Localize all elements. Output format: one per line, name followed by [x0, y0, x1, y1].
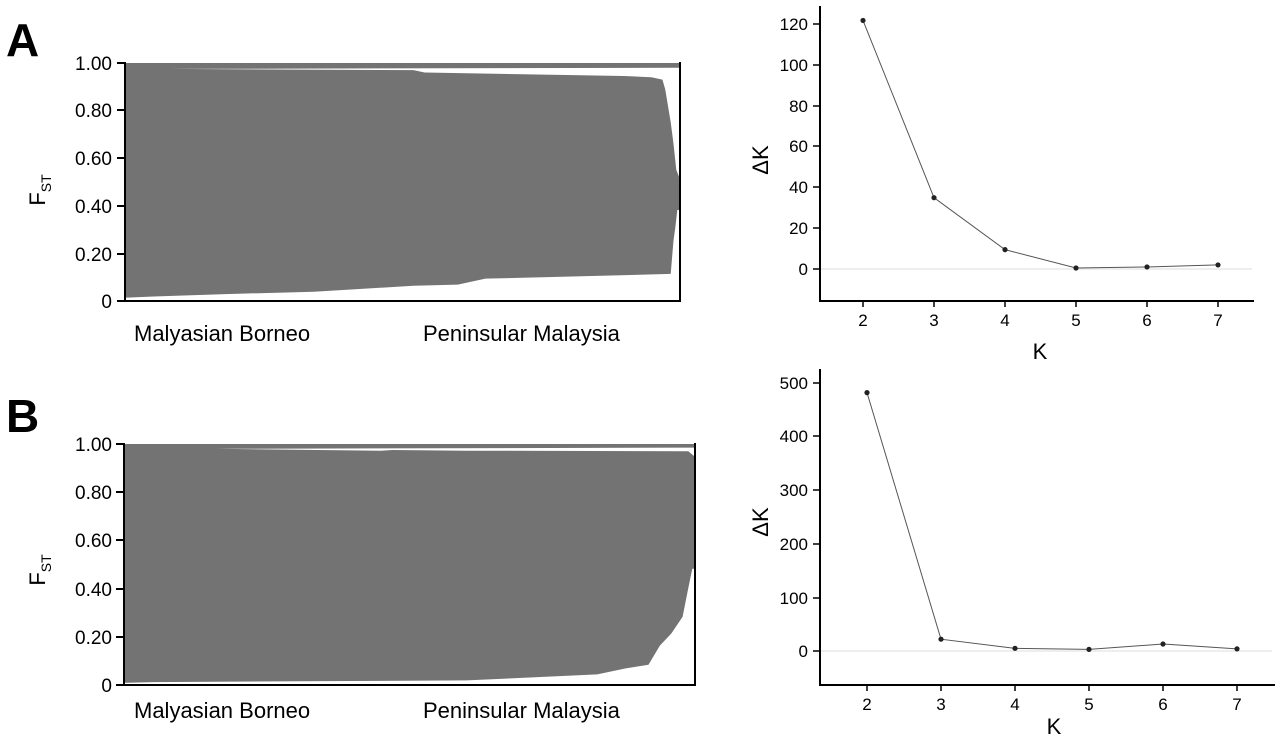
dk-x-tick-label: 5: [1084, 695, 1093, 714]
dk-x-tick-label: 5: [1071, 311, 1080, 330]
dk-y-axis-title-b: ΔK: [748, 507, 773, 537]
delta-k-point-k6: [1160, 641, 1166, 647]
group-label-peninsular-b: Peninsular Malaysia: [423, 698, 621, 723]
dk-x-tick-label: 3: [936, 695, 945, 714]
dk-y-tick-label: 200: [780, 535, 808, 554]
dk-y-tick-label: 60: [789, 137, 808, 156]
delta-k-point-k7: [1215, 262, 1221, 268]
y-tick-label: 1.00: [75, 435, 112, 456]
delta-k-point-k2: [864, 390, 870, 396]
dk-line-b: [864, 390, 1240, 652]
dk-y-tick-label: 300: [780, 481, 808, 500]
dk-x-tick-label: 6: [1158, 695, 1167, 714]
y-tick-label: 0.80: [75, 483, 112, 504]
y-tick-label: 0: [101, 292, 112, 313]
y-ticks-b: 0 0.20 0.40 0.60 0.80 1.00: [75, 435, 124, 697]
delta-k-point-k5: [1086, 646, 1092, 652]
group-label-borneo-b: Malyasian Borneo: [134, 698, 310, 723]
dk-x-tick-label: 3: [929, 311, 938, 330]
delta-k-plot-a: 0 20 40 60 80 100 120 2 3 4 5 6 7: [748, 6, 1254, 364]
y-axis-title-a: FST: [25, 174, 54, 206]
y-tick-label: 0.20: [75, 245, 112, 266]
delta-k-point-k4: [1002, 247, 1008, 253]
y-tick-label: 0.80: [75, 101, 112, 122]
structure-plot-a: 0 0.20 0.40 0.60 0.80 1.00 FST Malyasian…: [25, 54, 681, 346]
cluster-1-membership-b: [125, 444, 694, 684]
delta-k-point-k7: [1234, 646, 1240, 652]
dk-y-ticks-a: 0 20 40 60 80 100 120: [780, 15, 820, 279]
dk-y-ticks-b: 0 100 200 300 400 500: [780, 374, 820, 661]
dk-y-tick-label: 100: [780, 56, 808, 75]
dk-y-tick-label: 500: [780, 374, 808, 393]
dk-y-tick-label: 20: [789, 219, 808, 238]
cluster-1-membership-a: [126, 63, 679, 300]
dk-x-tick-label: 4: [1010, 695, 1019, 714]
delta-k-point-k4: [1012, 645, 1018, 651]
dk-x-axis-title-a: K: [1033, 339, 1048, 364]
y-tick-label: 0: [101, 676, 112, 697]
dk-x-tick-label: 2: [862, 695, 871, 714]
y-tick-label: 0.40: [75, 197, 112, 218]
dk-x-tick-label: 7: [1232, 695, 1241, 714]
dk-y-tick-label: 120: [780, 15, 808, 34]
dk-x-ticks-b: 2 3 4 5 6 7: [862, 685, 1242, 714]
structure-bars-b: [125, 444, 694, 684]
panel-letter-b: B: [6, 390, 39, 442]
dk-line-a: [860, 17, 1221, 271]
dk-y-tick-label: 100: [780, 589, 808, 608]
y-tick-label: 0.20: [75, 628, 112, 649]
delta-k-point-k3: [938, 636, 944, 642]
delta-k-line-a: [862, 20, 1219, 269]
dk-x-axis-title-b: K: [1047, 714, 1062, 736]
y-axis-title-b: FST: [25, 554, 54, 586]
group-label-borneo-a: Malyasian Borneo: [134, 321, 310, 346]
dk-y-tick-label: 40: [789, 178, 808, 197]
dk-x-ticks-a: 2 3 4 5 6 7: [858, 301, 1223, 330]
dk-x-tick-label: 4: [1000, 311, 1009, 330]
dk-y-tick-label: 80: [789, 97, 808, 116]
y-tick-label: 1.00: [75, 54, 112, 75]
dk-x-tick-label: 6: [1142, 311, 1151, 330]
structure-plot-b: 0 0.20 0.40 0.60 0.80 1.00 FST Malyasian…: [25, 435, 696, 723]
dk-x-tick-label: 2: [858, 311, 867, 330]
y-tick-label: 0.60: [75, 149, 112, 170]
dk-y-axis-title-a: ΔK: [748, 145, 773, 175]
y-ticks-a: 0 0.20 0.40 0.60 0.80 1.00: [75, 54, 125, 313]
delta-k-point-k2: [860, 17, 866, 24]
delta-k-plot-b: 0 100 200 300 400 500 2 3 4 5 6 7: [748, 369, 1275, 736]
delta-k-point-k6: [1144, 264, 1150, 270]
delta-k-point-k3: [931, 195, 937, 201]
delta-k-point-k5: [1073, 265, 1079, 271]
dk-x-tick-label: 7: [1213, 311, 1222, 330]
cluster-2-membership-a: [126, 67, 679, 301]
panel-letter-a: A: [6, 14, 39, 66]
delta-k-line-b: [866, 392, 1238, 650]
y-tick-label: 0.60: [75, 531, 112, 552]
structure-bars-a: [126, 63, 679, 301]
dk-y-tick-label: 400: [780, 427, 808, 446]
dk-y-tick-label: 0: [799, 260, 808, 279]
group-label-peninsular-a: Peninsular Malaysia: [423, 321, 621, 346]
y-tick-label: 0.40: [75, 580, 112, 601]
dk-y-tick-label: 0: [799, 642, 808, 661]
